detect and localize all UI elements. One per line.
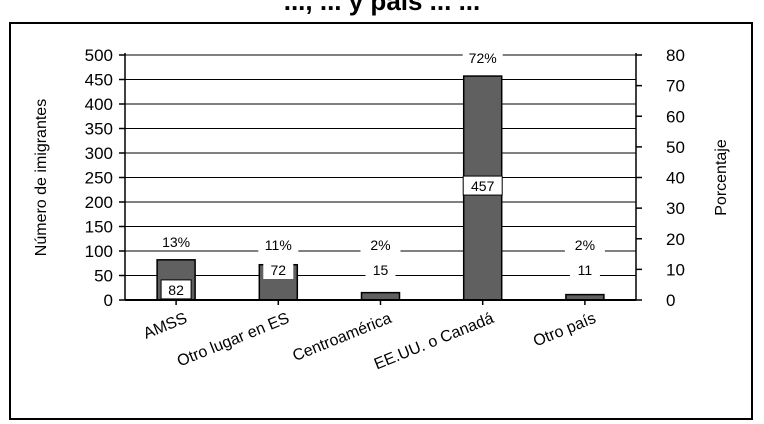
bar (360, 291, 401, 301)
value-label: 15 (373, 262, 389, 278)
value-label: 82 (168, 282, 184, 298)
labels: 0 50 100 150 200 250 300 350 400 450 500 0 10 20 30 40 5… (33, 46, 730, 373)
y-tick-label: 100 (85, 242, 113, 261)
y2-tick-label: 40 (666, 169, 685, 188)
y-tick-label: 200 (85, 193, 113, 212)
y-tick-label: 400 (85, 95, 113, 114)
y-tick-label: 0 (104, 291, 113, 310)
y-tick-label: 300 (85, 144, 113, 163)
percent-label-box (564, 237, 605, 253)
y2-tick-label: 10 (666, 260, 685, 279)
category-label: AMSS (141, 310, 189, 343)
y-axis-title: Número de imigrantes (33, 99, 50, 256)
percent-label: 11% (265, 237, 292, 253)
y2-tick-label: 0 (666, 291, 675, 310)
y-tick-label: 500 (85, 46, 113, 65)
percent-label-box (462, 50, 503, 67)
percent-label-box (360, 237, 401, 253)
percent-label: 13% (162, 234, 190, 250)
value-label-box (365, 260, 396, 279)
y2-tick-label: 50 (666, 138, 685, 157)
value-label-box (160, 279, 192, 300)
percent-label-box (258, 237, 299, 253)
percent-label: 72% (469, 50, 497, 66)
chart-title: ..., ... y país ... ... (283, 0, 481, 16)
value-label-box (263, 260, 294, 279)
y-tick-label: 350 (85, 120, 113, 139)
y2-axis-title: Porcentaje (713, 139, 730, 216)
y2-tick-label: 20 (666, 230, 685, 249)
percent-label: 2% (575, 237, 595, 253)
category-label: Otro lugar en ES (175, 310, 292, 370)
percent-label: 2% (370, 237, 390, 253)
axes (119, 53, 642, 305)
category-label: Otro país (531, 310, 598, 350)
value-label: 72 (271, 262, 287, 278)
value-label-box (569, 260, 600, 279)
y-tick-label: 50 (94, 267, 113, 286)
y-tick-label: 450 (85, 71, 113, 90)
y-tick-label: 250 (85, 169, 113, 188)
chart-frame (9, 22, 753, 420)
y2-tick-label: 60 (666, 107, 685, 126)
percent-label-box (156, 233, 197, 250)
y2-tick-label: 30 (666, 199, 685, 218)
value-label: 457 (471, 178, 495, 194)
value-label-box (462, 175, 503, 196)
y-tick-label: 150 (85, 218, 113, 237)
y2-tick-label: 70 (666, 77, 685, 96)
y2-tick-label: 80 (666, 46, 685, 65)
value-label: 11 (578, 262, 593, 278)
